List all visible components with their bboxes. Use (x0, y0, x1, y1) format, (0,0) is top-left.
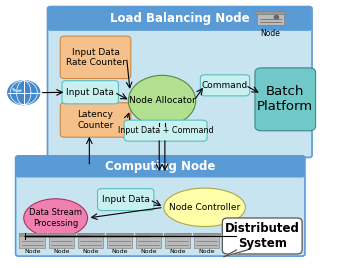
Ellipse shape (164, 188, 245, 226)
FancyBboxPatch shape (20, 233, 45, 248)
FancyBboxPatch shape (77, 233, 104, 236)
Polygon shape (224, 250, 247, 257)
Text: Computing Node: Computing Node (105, 160, 215, 173)
FancyBboxPatch shape (17, 157, 304, 177)
FancyBboxPatch shape (78, 233, 103, 248)
FancyBboxPatch shape (194, 233, 220, 248)
Text: Node: Node (199, 250, 215, 254)
FancyBboxPatch shape (135, 233, 162, 236)
FancyBboxPatch shape (48, 7, 311, 30)
FancyBboxPatch shape (193, 233, 220, 236)
Text: Node: Node (111, 250, 128, 254)
Text: Load Balancing Node: Load Balancing Node (110, 12, 250, 25)
FancyBboxPatch shape (19, 233, 46, 236)
Text: Input Data + Command: Input Data + Command (118, 126, 213, 135)
Text: Node: Node (227, 250, 244, 254)
FancyBboxPatch shape (124, 120, 207, 141)
Text: Input Data
Rate Counter: Input Data Rate Counter (66, 48, 126, 67)
FancyBboxPatch shape (255, 68, 315, 131)
FancyBboxPatch shape (48, 233, 74, 248)
Circle shape (8, 81, 40, 105)
FancyBboxPatch shape (223, 233, 248, 248)
FancyBboxPatch shape (60, 36, 131, 79)
FancyBboxPatch shape (16, 156, 305, 256)
Ellipse shape (129, 75, 196, 126)
FancyBboxPatch shape (164, 233, 191, 236)
Text: Node: Node (140, 250, 157, 254)
Text: Node: Node (82, 250, 99, 254)
FancyBboxPatch shape (107, 233, 132, 248)
Text: Input Data: Input Data (102, 195, 150, 204)
FancyBboxPatch shape (98, 189, 154, 211)
Ellipse shape (24, 199, 88, 237)
Text: Input Data: Input Data (66, 88, 114, 97)
FancyBboxPatch shape (200, 75, 250, 96)
FancyBboxPatch shape (106, 233, 133, 236)
Text: Latency
Counter: Latency Counter (77, 110, 114, 130)
Text: Command: Command (202, 81, 248, 90)
Text: Data Stream
Processing: Data Stream Processing (29, 208, 82, 228)
FancyBboxPatch shape (47, 6, 312, 158)
Text: Node Allocator: Node Allocator (129, 96, 195, 105)
Text: Node: Node (53, 250, 69, 254)
Text: Node Controller: Node Controller (169, 203, 240, 212)
FancyBboxPatch shape (60, 103, 131, 137)
Text: Batch
Platform: Batch Platform (257, 85, 313, 113)
FancyBboxPatch shape (257, 12, 284, 25)
Text: Node: Node (169, 250, 186, 254)
Text: Node: Node (260, 29, 280, 39)
FancyBboxPatch shape (165, 233, 190, 248)
FancyBboxPatch shape (255, 11, 285, 14)
FancyBboxPatch shape (62, 81, 119, 104)
FancyBboxPatch shape (136, 233, 161, 248)
FancyBboxPatch shape (222, 218, 302, 254)
Text: Distributed
System: Distributed System (225, 222, 300, 250)
Circle shape (274, 16, 278, 19)
FancyBboxPatch shape (48, 233, 75, 236)
Text: Node: Node (24, 250, 41, 254)
FancyBboxPatch shape (222, 233, 249, 236)
